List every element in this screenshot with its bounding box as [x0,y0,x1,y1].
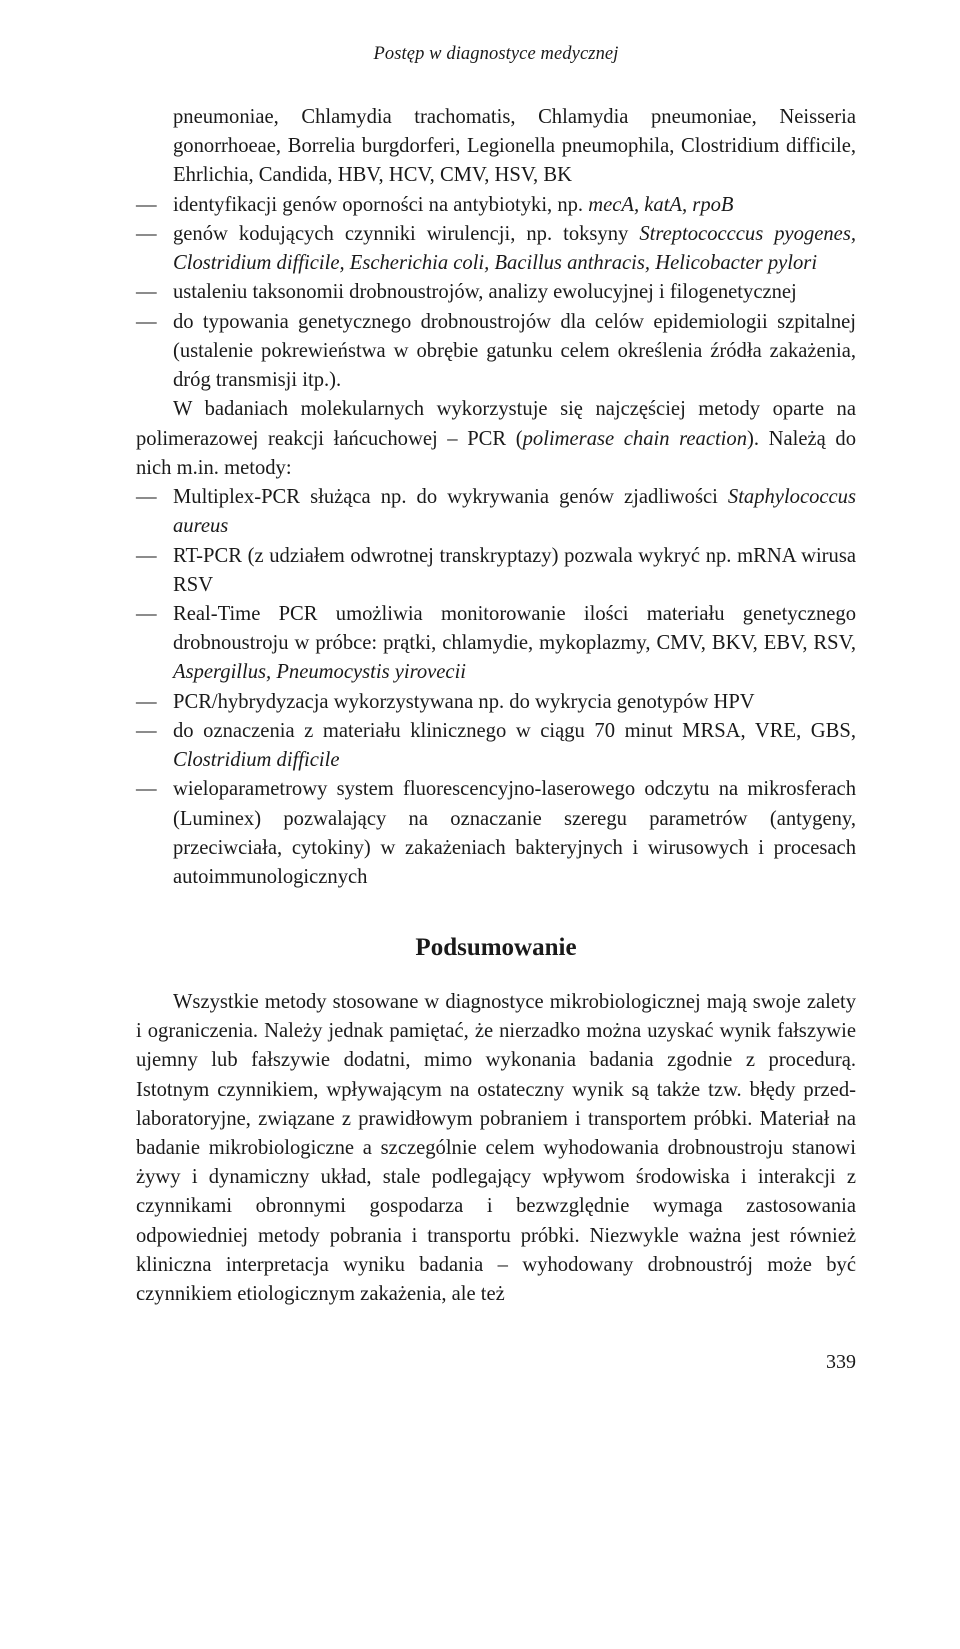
list-item: — ustaleniu taksonomii drobnoustrojów, a… [136,278,856,307]
intro-continuation: pneumoniae, Chlamydia trachomatis, Chlam… [136,103,856,191]
list-item: — wieloparametrowy system fluorescencyjn… [136,775,856,892]
list-item-italic: mecA, katA, rpoB [588,194,733,216]
page-container: Postęp w diagnostyce medycznej pneumonia… [0,0,960,1412]
list-item-text: Multiplex-PCR służąca np. do wykrywania … [173,486,728,508]
dash-icon: — [136,278,173,307]
dash-icon: — [136,220,173,278]
list-item-text: PCR/hybrydyzacja wykorzystywana np. do w… [173,688,856,717]
summary-paragraph: Wszystkie metody stosowane w diagnostyce… [136,988,856,1310]
main-text: pneumoniae, Chlamydia trachomatis, Chlam… [136,103,856,1309]
dash-icon: — [136,542,173,600]
paragraph: W badaniach molekularnych wykorzystuje s… [136,395,856,483]
list-item: — genów kodujących czynniki wirulencji, … [136,220,856,278]
list-item: — identyfikacji genów oporności na antyb… [136,191,856,220]
list-item: — RT-PCR (z udziałem odwrotnej transkryp… [136,542,856,600]
list-item-text: Real-Time PCR umożliwia monitorowanie il… [173,603,856,654]
list-item-italic: Aspergillus, Pneumocystis yirovecii [173,661,466,683]
list-item: — do oznaczenia z materiału klinicznego … [136,717,856,775]
page-number: 339 [136,1351,856,1374]
running-head: Postęp w diagnostyce medycznej [136,44,856,65]
dash-icon: — [136,717,173,775]
dash-icon: — [136,600,173,688]
list-item-text: do typowania genetycznego drobnoustrojów… [173,308,856,396]
list-item-text: RT-PCR (z udziałem odwrotnej transkrypta… [173,542,856,600]
list-item: — Real-Time PCR umożliwia monitorowanie … [136,600,856,688]
dash-icon: — [136,775,173,892]
list-item-text: wieloparametrowy system fluorescencyjno-… [173,775,856,892]
list-item-text: genów kodujących czynniki wirulencji, np… [173,223,639,245]
dash-icon: — [136,308,173,396]
dash-icon: — [136,688,173,717]
dash-icon: — [136,191,173,220]
list-item-text: do oznaczenia z materiału klinicznego w … [173,720,856,742]
list-item-text: ustaleniu taksonomii drobnoustrojów, ana… [173,278,856,307]
dash-icon: — [136,483,173,541]
list-item: — Multiplex-PCR służąca np. do wykrywani… [136,483,856,541]
section-heading: Podsumowanie [136,930,856,966]
list-item: — do typowania genetycznego drobnoustroj… [136,308,856,396]
list-item-italic: Clostridium difficile [173,749,339,771]
list-item-text: identyfikacji genów oporności na antybio… [173,194,588,216]
list-item: — PCR/hybrydyzacja wykorzystywana np. do… [136,688,856,717]
paragraph-italic: polimerase chain reaction [523,428,747,450]
